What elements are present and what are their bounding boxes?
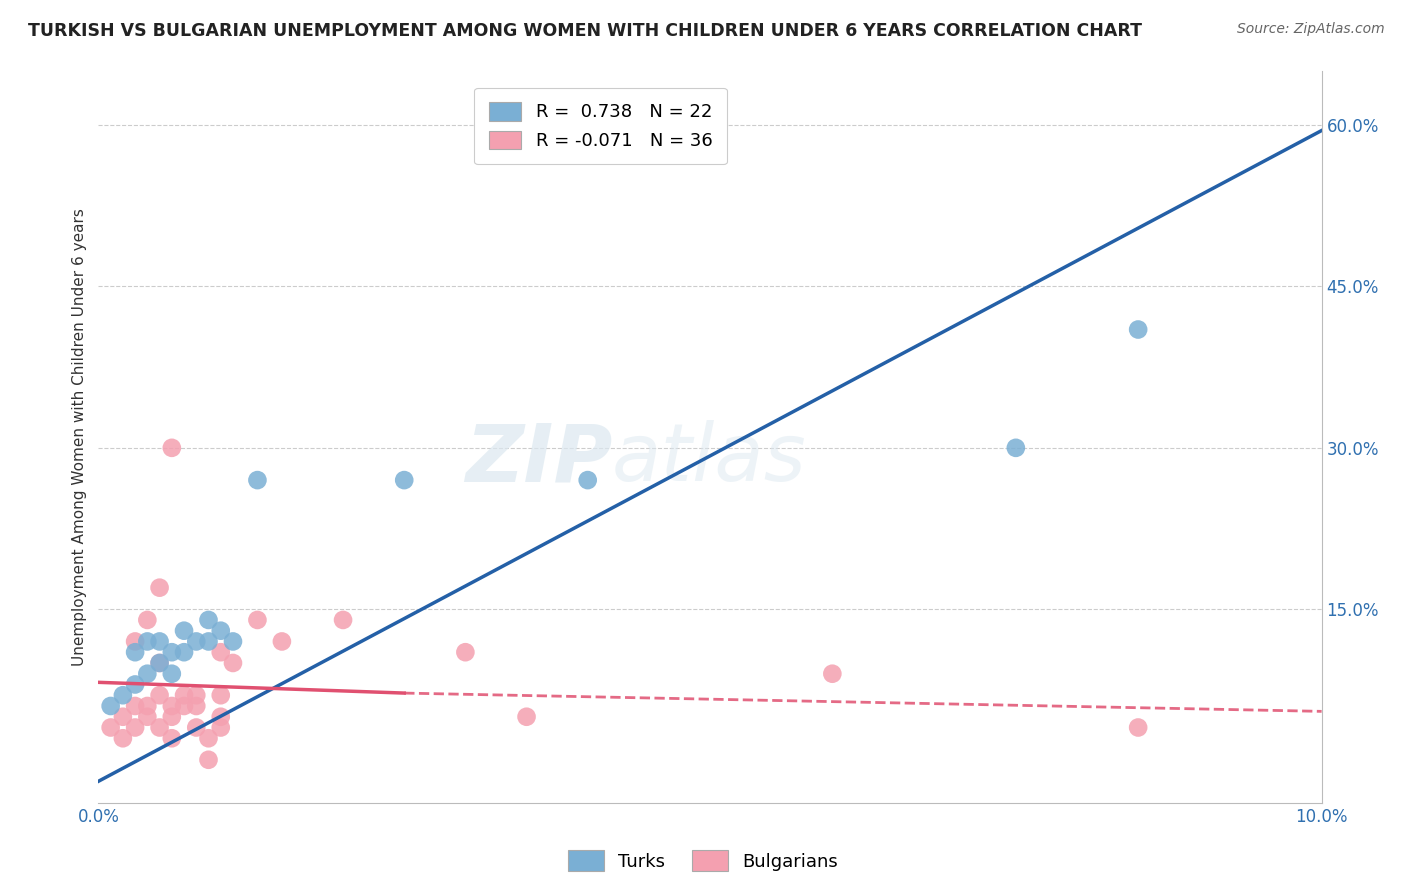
Point <box>149 656 172 670</box>
Point <box>124 645 146 659</box>
Point <box>100 721 122 735</box>
Point <box>136 698 159 713</box>
Point <box>186 634 208 648</box>
Point <box>197 731 219 746</box>
Point <box>136 710 159 724</box>
Point <box>222 656 245 670</box>
Point <box>160 698 183 713</box>
Point <box>1128 322 1150 336</box>
Point <box>149 656 172 670</box>
Point <box>173 624 195 638</box>
Point <box>160 441 183 455</box>
Point <box>173 688 195 702</box>
Point <box>136 613 159 627</box>
Point <box>209 688 232 702</box>
Point <box>270 634 292 648</box>
Point <box>209 721 232 735</box>
Point <box>1004 441 1026 455</box>
Point <box>149 721 172 735</box>
Point <box>149 634 172 648</box>
Point <box>332 613 354 627</box>
Point <box>160 666 183 681</box>
Point <box>136 666 159 681</box>
Point <box>197 634 219 648</box>
Point <box>821 666 844 681</box>
Point <box>516 710 538 724</box>
Point <box>149 581 172 595</box>
Point <box>576 473 599 487</box>
Point <box>124 721 146 735</box>
Point <box>173 645 195 659</box>
Point <box>160 710 183 724</box>
Point <box>454 645 477 659</box>
Legend: R =  0.738   N = 22, R = -0.071   N = 36: R = 0.738 N = 22, R = -0.071 N = 36 <box>474 87 727 164</box>
Point <box>186 698 208 713</box>
Point <box>124 634 146 648</box>
Point <box>111 710 134 724</box>
Text: TURKISH VS BULGARIAN UNEMPLOYMENT AMONG WOMEN WITH CHILDREN UNDER 6 YEARS CORREL: TURKISH VS BULGARIAN UNEMPLOYMENT AMONG … <box>28 22 1142 40</box>
Text: Source: ZipAtlas.com: Source: ZipAtlas.com <box>1237 22 1385 37</box>
Point <box>246 613 269 627</box>
Point <box>197 613 219 627</box>
Point <box>160 731 183 746</box>
Point <box>173 698 195 713</box>
Point <box>222 634 245 648</box>
Point <box>186 688 208 702</box>
Point <box>160 645 183 659</box>
Point <box>209 645 232 659</box>
Point <box>149 688 172 702</box>
Point <box>1128 721 1150 735</box>
Point <box>209 624 232 638</box>
Point <box>197 753 219 767</box>
Point <box>246 473 269 487</box>
Y-axis label: Unemployment Among Women with Children Under 6 years: Unemployment Among Women with Children U… <box>72 208 87 666</box>
Text: ZIP: ZIP <box>465 420 612 498</box>
Point <box>111 688 134 702</box>
Point <box>111 731 134 746</box>
Legend: Turks, Bulgarians: Turks, Bulgarians <box>561 843 845 879</box>
Point <box>392 473 416 487</box>
Text: atlas: atlas <box>612 420 807 498</box>
Point <box>124 698 146 713</box>
Point <box>209 710 232 724</box>
Point <box>136 634 159 648</box>
Point <box>186 721 208 735</box>
Point <box>124 677 146 691</box>
Point <box>100 698 122 713</box>
